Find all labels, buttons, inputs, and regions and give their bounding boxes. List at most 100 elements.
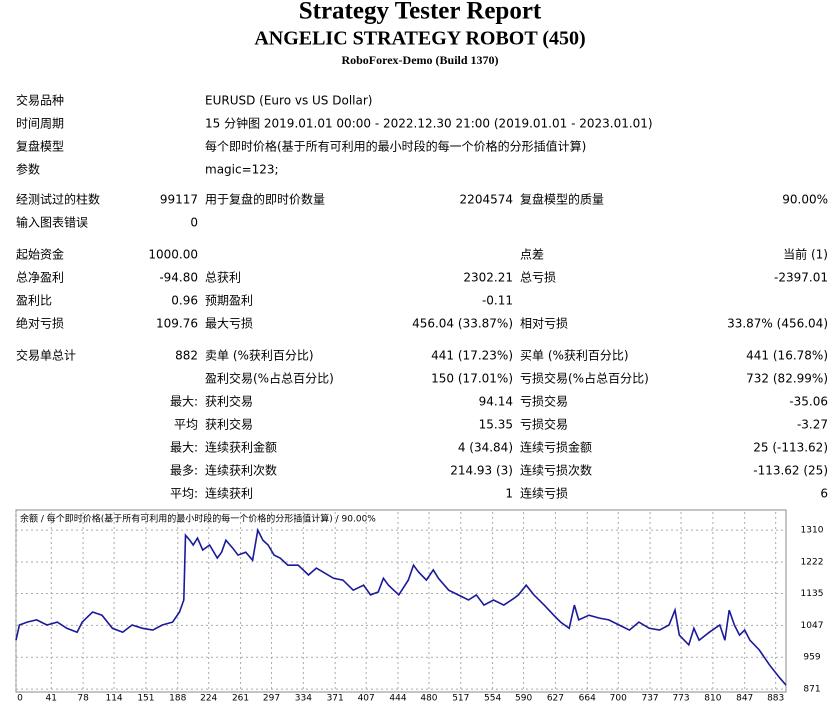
stat-label: 买单 (%获利百分比) bbox=[520, 349, 629, 363]
x-tick-label: 407 bbox=[358, 694, 375, 704]
y-tick-label: 1047 bbox=[801, 621, 824, 631]
field-value: 每个即时价格(基于所有可利用的最小时段的每一个价格的分形插值计算) bbox=[205, 139, 586, 154]
stat-value: 441 (16.78%) bbox=[746, 349, 828, 363]
stat-label: 盈利交易(%占总百分比) bbox=[205, 371, 334, 386]
stat-label: 预期盈利 bbox=[205, 294, 253, 308]
stat-value: -3.27 bbox=[797, 418, 828, 432]
stat-value: -2397.01 bbox=[774, 271, 828, 285]
chart-title: 余额 / 每个即时价格(基于所有可利用的最小时段的每一个价格的分形插值计算) /… bbox=[20, 513, 376, 525]
stat-value: 456.04 (33.87%) bbox=[412, 317, 513, 331]
x-tick-label: 371 bbox=[327, 694, 344, 704]
field-label: 复盘模型 bbox=[16, 139, 64, 154]
x-tick-label: 78 bbox=[77, 694, 89, 704]
stat-label: 卖单 (%获利百分比) bbox=[205, 349, 314, 363]
x-tick-label: 334 bbox=[295, 694, 312, 704]
stat-label: 点差 bbox=[520, 248, 544, 262]
stat-value: 150 (17.01%) bbox=[431, 372, 513, 386]
stat-label: 连续亏损 bbox=[520, 486, 568, 501]
stat-label: 相对亏损 bbox=[520, 317, 568, 331]
stat-value: 最大: bbox=[170, 441, 198, 455]
x-tick-label: 590 bbox=[515, 694, 532, 704]
stat-value: 90.00% bbox=[782, 193, 828, 207]
stat-label: 亏损交易(%占总百分比) bbox=[520, 371, 649, 386]
stat-label: 复盘模型的质量 bbox=[520, 192, 604, 207]
stat-value: 33.87% (456.04) bbox=[727, 317, 828, 331]
build-info: RoboForex-Demo (Build 1370) bbox=[341, 53, 498, 67]
stat-label: 输入图表错误 bbox=[16, 215, 88, 230]
stat-label: 连续获利金额 bbox=[205, 440, 277, 455]
x-tick-label: 0 bbox=[17, 694, 23, 704]
x-tick-label: 664 bbox=[579, 694, 596, 704]
field-value: 15 分钟图 2019.01.01 00:00 - 2022.12.30 21:… bbox=[205, 116, 653, 131]
stat-value: 25 (-113.62) bbox=[753, 441, 828, 455]
field-label: 交易品种 bbox=[16, 93, 64, 108]
stat-value: 最大: bbox=[170, 395, 198, 409]
x-tick-label: 737 bbox=[641, 694, 658, 704]
stat-value: 94.14 bbox=[479, 395, 513, 409]
x-tick-label: 261 bbox=[232, 694, 249, 704]
stat-value: -94.80 bbox=[159, 271, 198, 285]
y-tick-label: 1222 bbox=[801, 557, 824, 567]
stat-value: 441 (17.23%) bbox=[431, 349, 513, 363]
stat-value: 2302.21 bbox=[463, 271, 513, 285]
y-tick-label: 1310 bbox=[801, 526, 824, 536]
stat-label: 连续亏损次数 bbox=[520, 463, 592, 478]
balance-line bbox=[15, 527, 787, 686]
stat-value: -35.06 bbox=[789, 395, 828, 409]
stat-label: 盈利比 bbox=[16, 294, 52, 308]
stat-value: 1 bbox=[505, 487, 513, 501]
stat-label: 用于复盘的即时价数量 bbox=[205, 192, 325, 207]
stat-value: 0 bbox=[190, 216, 198, 230]
x-tick-label: 151 bbox=[137, 694, 154, 704]
x-tick-label: 554 bbox=[484, 694, 501, 704]
stat-label: 连续获利 bbox=[205, 486, 253, 501]
x-tick-label: 810 bbox=[704, 694, 721, 704]
field-value: magic=123; bbox=[205, 163, 279, 177]
y-tick-label: 959 bbox=[803, 653, 820, 663]
x-tick-label: 517 bbox=[452, 694, 469, 704]
x-tick-label: 883 bbox=[767, 694, 784, 704]
chart-frame bbox=[15, 509, 787, 693]
stat-label: 最大亏损 bbox=[205, 317, 253, 331]
x-tick-label: 297 bbox=[263, 694, 280, 704]
stat-value: 732 (82.99%) bbox=[746, 372, 828, 386]
stat-value: 平均: bbox=[170, 487, 198, 501]
stat-label: 总亏损 bbox=[520, 271, 556, 285]
stat-value: 99117 bbox=[160, 193, 198, 207]
x-tick-label: 847 bbox=[736, 694, 753, 704]
stat-value: 0.96 bbox=[171, 294, 198, 308]
stat-label: 绝对亏损 bbox=[16, 316, 64, 331]
x-tick-label: 114 bbox=[105, 694, 122, 704]
field-label: 时间周期 bbox=[16, 117, 64, 131]
y-tick-label: 1135 bbox=[801, 589, 824, 599]
x-tick-label: 41 bbox=[46, 694, 57, 704]
y-tick-label: 871 bbox=[803, 685, 820, 695]
stat-value: 109.76 bbox=[156, 317, 198, 331]
report-subtitle: ANGELIC STRATEGY ROBOT (450) bbox=[254, 28, 585, 50]
x-tick-label: 224 bbox=[200, 694, 217, 704]
stat-value: 6 bbox=[820, 487, 828, 501]
stat-value: -113.62 (25) bbox=[753, 464, 828, 478]
stat-label: 亏损交易 bbox=[520, 417, 568, 432]
field-label: 参数 bbox=[16, 162, 40, 177]
field-value: EURUSD (Euro vs US Dollar) bbox=[205, 94, 372, 108]
stat-label: 交易单总计 bbox=[16, 348, 76, 363]
stat-label: 经测试过的柱数 bbox=[16, 192, 100, 207]
stat-value: 4 (34.84) bbox=[458, 441, 513, 455]
stat-value: 214.93 (3) bbox=[450, 464, 513, 478]
stat-label: 总净盈利 bbox=[16, 271, 64, 285]
x-tick-label: 444 bbox=[389, 694, 406, 704]
x-tick-label: 627 bbox=[547, 694, 564, 704]
stat-value: -0.11 bbox=[482, 294, 513, 308]
stat-value: 882 bbox=[175, 349, 198, 363]
x-tick-label: 773 bbox=[672, 694, 689, 704]
stat-label: 连续获利次数 bbox=[205, 463, 277, 478]
stat-label: 亏损交易 bbox=[520, 394, 568, 409]
stat-value: 1000.00 bbox=[148, 248, 198, 262]
stat-label: 起始资金 bbox=[16, 247, 64, 262]
stat-label: 总获利 bbox=[205, 271, 241, 285]
x-tick-label: 700 bbox=[610, 694, 627, 704]
x-tick-label: 188 bbox=[169, 694, 186, 704]
stat-value: 最多: bbox=[170, 464, 198, 478]
